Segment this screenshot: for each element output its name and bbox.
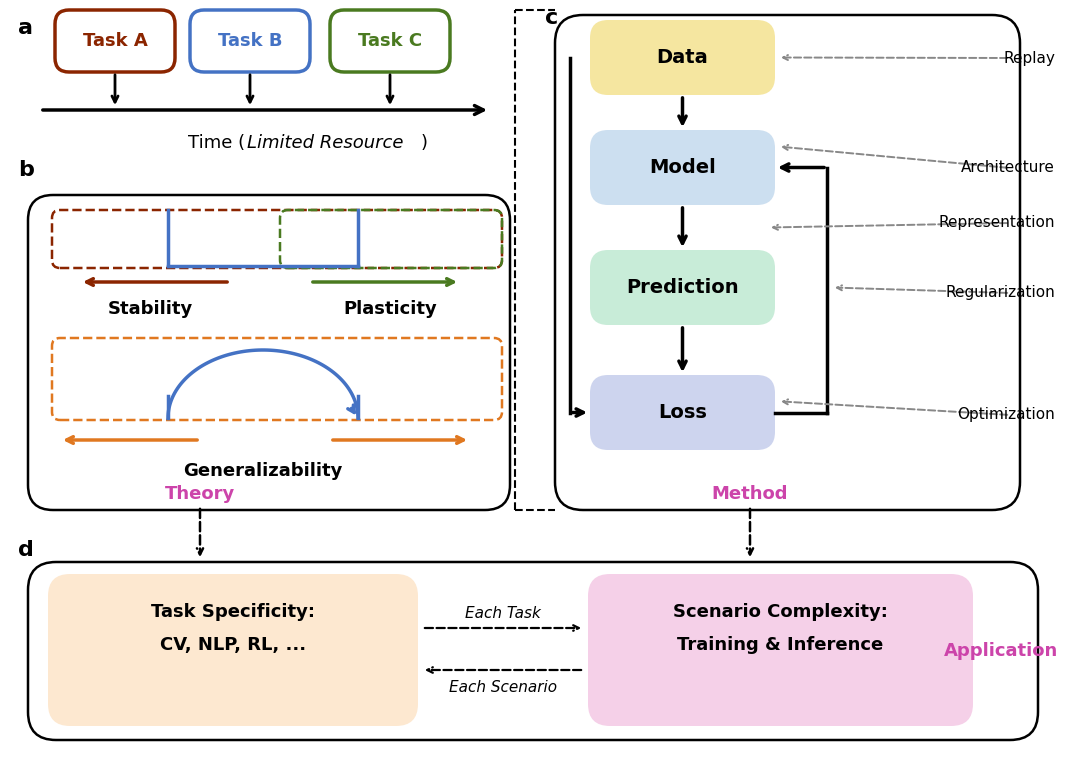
Text: Loss: Loss [658, 403, 707, 422]
Text: Model: Model [649, 158, 716, 177]
Text: Architecture: Architecture [961, 161, 1055, 176]
Text: Time (: Time ( [188, 134, 245, 152]
FancyBboxPatch shape [190, 10, 310, 72]
Text: Replay: Replay [1003, 51, 1055, 65]
Text: c: c [545, 8, 558, 28]
Text: b: b [18, 160, 33, 180]
FancyBboxPatch shape [588, 574, 973, 726]
Text: Method: Method [712, 485, 788, 503]
Text: Plasticity: Plasticity [343, 300, 437, 318]
Text: Representation: Representation [939, 215, 1055, 230]
FancyBboxPatch shape [28, 562, 1038, 740]
Text: Limited Resource: Limited Resource [247, 134, 404, 152]
Text: Task A: Task A [83, 32, 147, 50]
FancyBboxPatch shape [590, 375, 775, 450]
Text: Regularization: Regularization [945, 286, 1055, 300]
Text: a: a [18, 18, 33, 38]
FancyBboxPatch shape [55, 10, 175, 72]
Text: Task C: Task C [357, 32, 422, 50]
Text: Prediction: Prediction [626, 278, 739, 297]
Text: Each Scenario: Each Scenario [449, 680, 557, 695]
Text: Training & Inference: Training & Inference [677, 636, 883, 654]
Text: d: d [18, 540, 33, 560]
Text: Task Specificity:: Task Specificity: [151, 603, 315, 621]
FancyBboxPatch shape [590, 20, 775, 95]
Text: Theory: Theory [165, 485, 235, 503]
FancyBboxPatch shape [590, 130, 775, 205]
Text: Generalizability: Generalizability [184, 462, 342, 480]
Text: Scenario Complexity:: Scenario Complexity: [673, 603, 888, 621]
FancyBboxPatch shape [555, 15, 1020, 510]
Text: ): ) [421, 134, 428, 152]
Text: Stability: Stability [107, 300, 192, 318]
Text: CV, NLP, RL, ...: CV, NLP, RL, ... [160, 636, 306, 654]
FancyBboxPatch shape [330, 10, 450, 72]
Text: Optimization: Optimization [957, 408, 1055, 422]
Text: Application: Application [944, 642, 1058, 660]
FancyBboxPatch shape [590, 250, 775, 325]
Text: Each Task: Each Task [465, 606, 541, 621]
FancyBboxPatch shape [48, 574, 418, 726]
Text: Data: Data [657, 48, 708, 67]
Text: Task B: Task B [218, 32, 282, 50]
FancyBboxPatch shape [28, 195, 510, 510]
